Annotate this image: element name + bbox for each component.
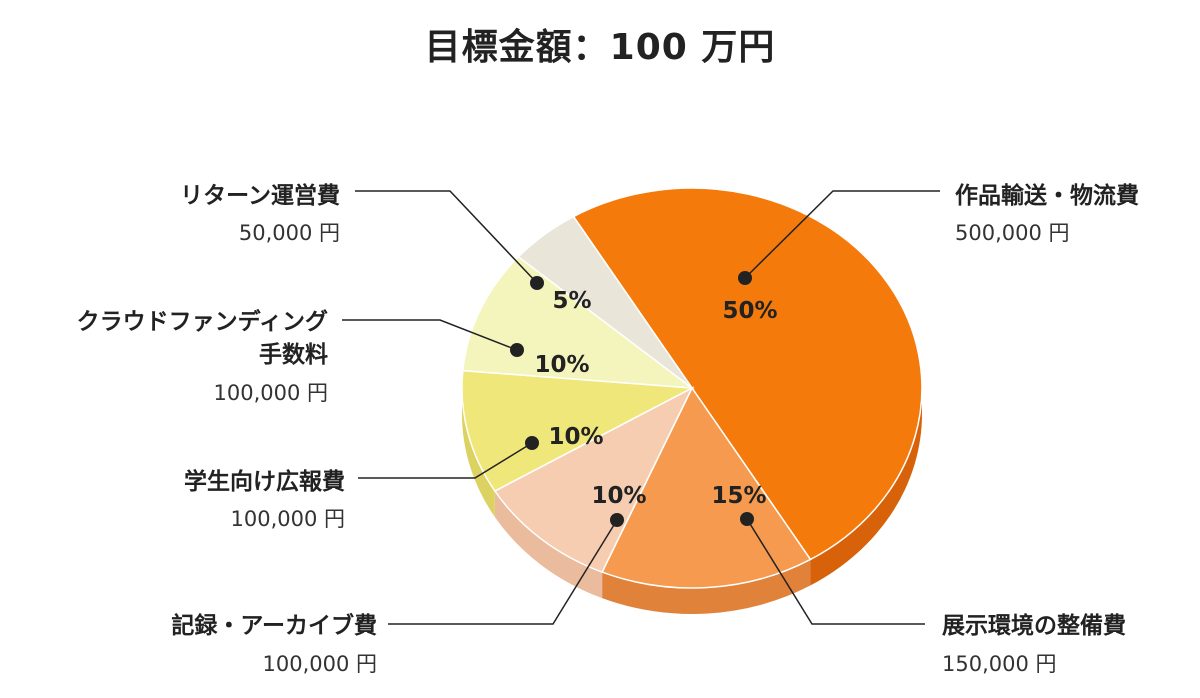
pie-top xyxy=(461,187,923,589)
chart-title: 目標金額：100 万円 xyxy=(424,27,776,68)
leader-line-2 xyxy=(388,519,618,625)
leader-dot-2 xyxy=(610,513,624,527)
label-archive: 記録・アーカイブ費 xyxy=(171,613,377,639)
label-transport: 作品輸送・物流費 xyxy=(955,183,1139,209)
amount-student-pr: 100,000 円 xyxy=(230,507,345,531)
slice-percent-labels: 50% 15% 10% 10% 10% 5% xyxy=(534,288,777,509)
label-crowdfunding-line2: 手数料 xyxy=(259,342,328,368)
slice-percent-3: 10% xyxy=(548,424,603,450)
pie-slice-3 xyxy=(461,369,695,492)
leader-dot-4 xyxy=(510,343,524,357)
leader-line-1 xyxy=(746,518,925,625)
leader-lines xyxy=(342,190,940,625)
leader-dot-3 xyxy=(525,436,539,450)
leader-line-5 xyxy=(355,190,538,284)
amount-exhibition: 150,000 円 xyxy=(942,652,1057,676)
amount-transport: 500,000 円 xyxy=(955,221,1070,245)
leader-dot-5 xyxy=(530,276,544,290)
leader-dot-1 xyxy=(740,512,754,526)
slice-percent-0: 50% xyxy=(722,298,777,324)
pie-slice-2 xyxy=(493,386,694,574)
pie-slice-0 xyxy=(572,187,923,561)
amount-return: 50,000 円 xyxy=(238,221,340,245)
amount-archive: 100,000 円 xyxy=(262,652,377,676)
leader-line-3 xyxy=(358,442,533,479)
slice-percent-2: 10% xyxy=(591,483,646,509)
pie-side-1 xyxy=(602,559,811,614)
leader-line-0 xyxy=(744,190,940,279)
label-crowdfunding-line1: クラウドファンディング xyxy=(76,309,328,335)
amount-crowdfunding: 100,000 円 xyxy=(213,381,328,405)
label-exhibition: 展示環境の整備費 xyxy=(942,613,1126,639)
pie-side-0 xyxy=(810,388,922,586)
slice-percent-5: 5% xyxy=(552,288,591,314)
label-return: リターン運営費 xyxy=(180,183,340,209)
leader-line-4 xyxy=(342,319,518,351)
pie-slice-5 xyxy=(517,215,693,389)
label-student-pr: 学生向け広報費 xyxy=(184,469,345,495)
leader-dot-0 xyxy=(738,271,752,285)
slice-percent-1: 15% xyxy=(711,483,766,509)
slice-percent-4: 10% xyxy=(534,352,589,378)
pie-side-3 xyxy=(462,388,495,518)
